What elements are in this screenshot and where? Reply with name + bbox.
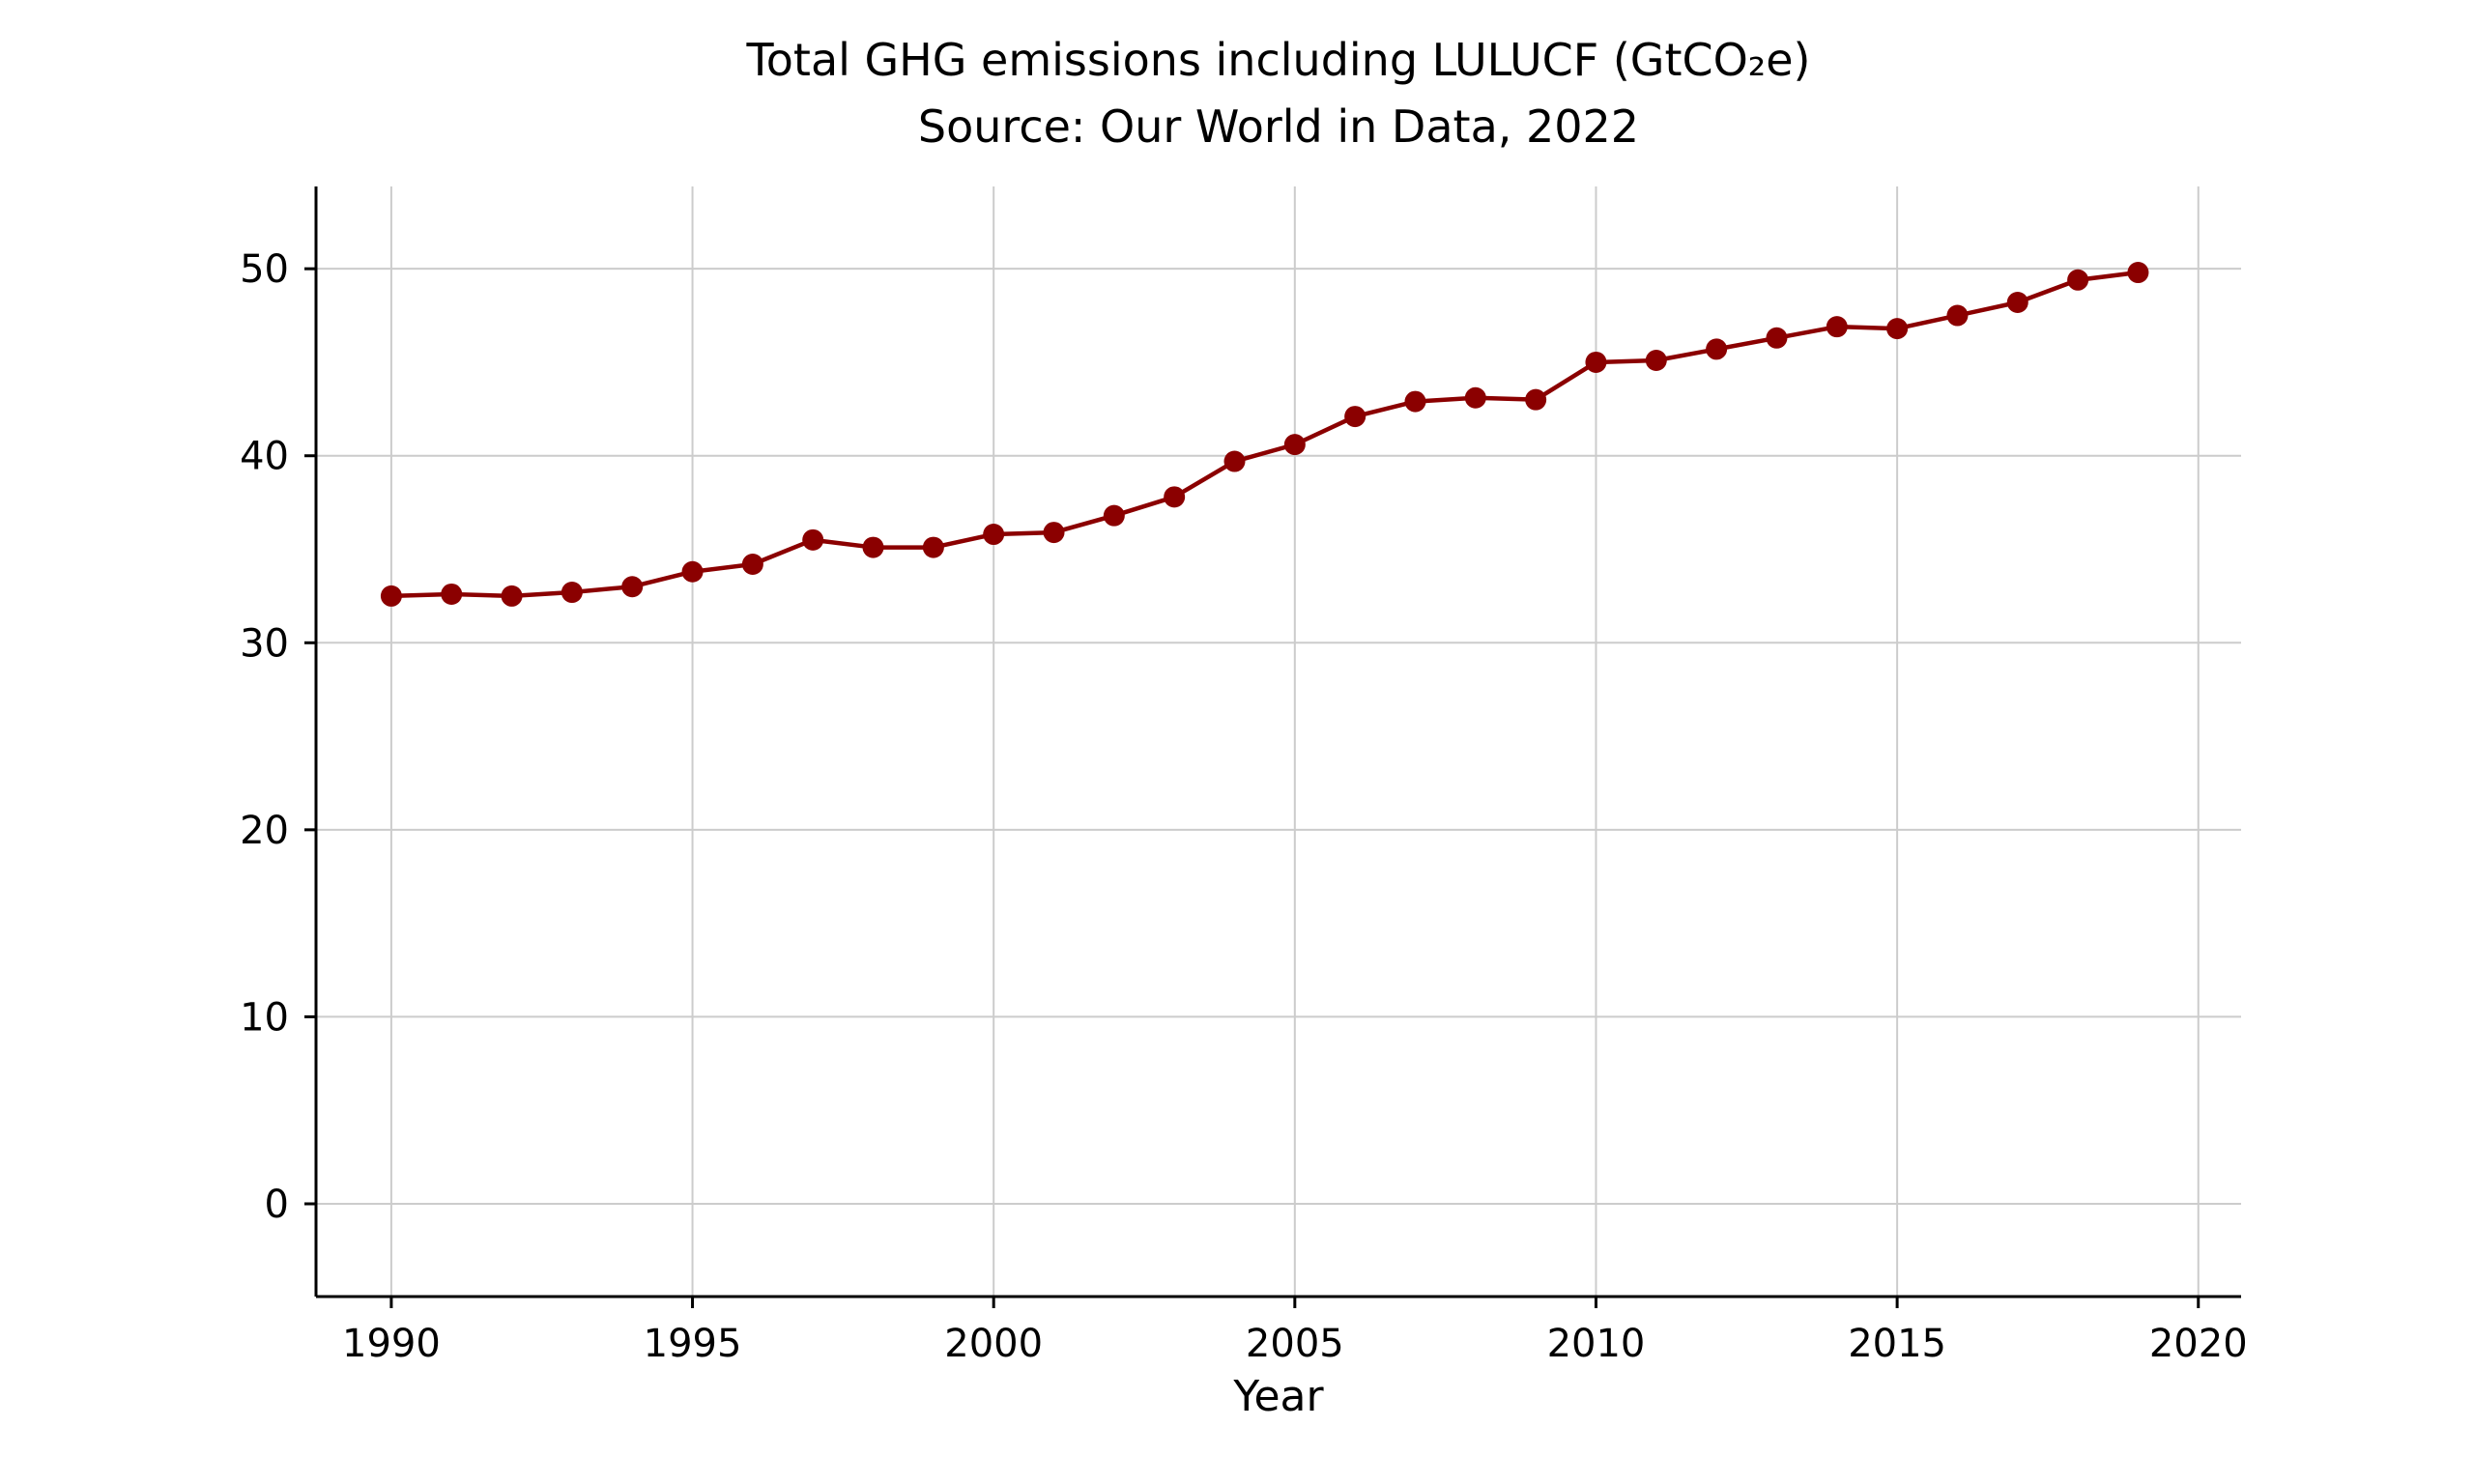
x-tick-label: 2010 bbox=[1547, 1322, 1646, 1366]
data-point-marker bbox=[1283, 434, 1306, 456]
data-point-marker bbox=[1344, 406, 1366, 428]
axes: 1990 1995 2000 2005 2010 2015 2020 0 10 20 30 40 50 bbox=[240, 186, 2248, 1366]
data-point-marker bbox=[2127, 262, 2149, 284]
data-point-marker bbox=[1585, 351, 1607, 373]
y-tick-label: 10 bbox=[240, 995, 289, 1040]
data-point-marker bbox=[1946, 304, 1969, 327]
y-tick-label: 0 bbox=[265, 1183, 289, 1227]
data-point-marker bbox=[1103, 504, 1125, 527]
data-point-marker bbox=[1525, 388, 1547, 411]
series-line bbox=[390, 270, 2139, 599]
data-point-marker bbox=[1766, 327, 1788, 349]
data-point-marker bbox=[441, 583, 463, 605]
data-point-marker bbox=[501, 585, 523, 607]
data-point-marker bbox=[621, 576, 644, 598]
data-point-marker bbox=[2006, 292, 2028, 314]
data-point-marker bbox=[922, 536, 944, 558]
data-point-marker bbox=[1886, 318, 1909, 340]
data-point-marker bbox=[983, 524, 1005, 546]
data-point-marker bbox=[561, 582, 583, 604]
data-point-marker bbox=[681, 560, 704, 583]
data-point-marker bbox=[1464, 386, 1486, 409]
x-tick-label: 1995 bbox=[644, 1322, 742, 1366]
x-tick-label: 2020 bbox=[2149, 1322, 2248, 1366]
y-tick-label: 50 bbox=[240, 247, 289, 292]
data-point-marker bbox=[1706, 338, 1728, 360]
data-point-marker bbox=[1826, 316, 1848, 338]
data-point-marker bbox=[802, 528, 824, 551]
data-point-marker bbox=[1645, 350, 1667, 372]
x-tick-label: 2015 bbox=[1848, 1322, 1946, 1366]
x-tick-label: 2005 bbox=[1246, 1322, 1344, 1366]
data-point-marker bbox=[862, 536, 884, 558]
y-tick-label: 40 bbox=[240, 435, 289, 479]
x-tick-label: 2000 bbox=[944, 1322, 1043, 1366]
data-point-marker bbox=[1223, 450, 1246, 472]
data-point-marker bbox=[2067, 269, 2089, 291]
y-tick-label: 30 bbox=[240, 621, 289, 666]
x-tick-label: 1990 bbox=[342, 1322, 441, 1366]
data-point-marker bbox=[1164, 486, 1186, 508]
data-point-marker bbox=[741, 554, 763, 576]
data-point-marker bbox=[1404, 390, 1426, 413]
data-point-marker bbox=[380, 585, 402, 607]
y-tick-label: 20 bbox=[240, 809, 289, 853]
data-series bbox=[380, 262, 2149, 607]
gridlines bbox=[316, 186, 2241, 1297]
data-point-marker bbox=[1043, 522, 1065, 544]
